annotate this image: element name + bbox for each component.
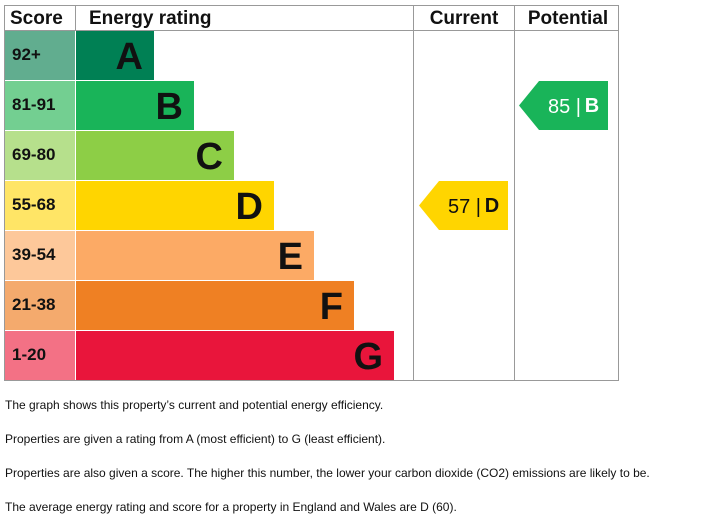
current-rating-score-label: 57 | bbox=[448, 196, 481, 218]
score-cell-c bbox=[5, 131, 75, 180]
rating-letter-b: B bbox=[156, 86, 183, 128]
score-cell-d bbox=[5, 181, 75, 230]
score-range-f: 21-38 bbox=[12, 295, 55, 314]
potential-rating-arrow bbox=[519, 81, 608, 130]
score-cell-g bbox=[5, 331, 75, 380]
rating-bar-g bbox=[76, 331, 394, 380]
score-range-e: 39-54 bbox=[12, 245, 56, 264]
header-energy-rating: Energy rating bbox=[89, 8, 211, 29]
rating-bar-a bbox=[76, 31, 154, 80]
note-text: Properties are given a rating from A (mo… bbox=[5, 432, 386, 446]
note-text: The graph shows this property’s current … bbox=[5, 398, 384, 412]
note-text: Properties are also given a score. The h… bbox=[5, 466, 650, 480]
rating-bar-e bbox=[76, 231, 314, 280]
rating-letter-d: D bbox=[236, 186, 263, 228]
header-score: Score bbox=[10, 8, 63, 29]
header-potential: Potential bbox=[528, 8, 608, 29]
score-range-a: 92+ bbox=[12, 45, 41, 64]
score-cell-e bbox=[5, 231, 75, 280]
explanation-notes: The graph shows this property’s current … bbox=[5, 398, 709, 514]
rating-letter-g: G bbox=[353, 336, 383, 378]
score-range-g: 1-20 bbox=[12, 345, 46, 364]
potential-rating-letter-label: B bbox=[585, 95, 599, 117]
potential-rating-score-label: 85 | bbox=[548, 96, 581, 118]
score-range-b: 81-91 bbox=[12, 95, 55, 114]
rating-bar-d bbox=[76, 181, 274, 230]
score-cell-f bbox=[5, 281, 75, 330]
current-rating-arrow bbox=[419, 181, 508, 230]
header-current: Current bbox=[430, 8, 499, 29]
energy-rating-chart: Score Energy rating Current Potential 92… bbox=[4, 5, 619, 381]
note-text: The average energy rating and score for … bbox=[5, 500, 457, 514]
rating-bar-f bbox=[76, 281, 354, 330]
score-cell-a bbox=[5, 31, 75, 80]
current-rating-letter-label: D bbox=[485, 195, 499, 217]
rating-letter-a: A bbox=[116, 36, 143, 78]
rating-bar-c bbox=[76, 131, 234, 180]
rating-letter-c: C bbox=[196, 136, 223, 178]
score-cell-b bbox=[5, 81, 75, 130]
score-range-d: 55-68 bbox=[12, 195, 55, 214]
rating-bar-b bbox=[76, 81, 194, 130]
rating-arrows: 57 | D 85 | B bbox=[419, 81, 608, 230]
rating-letter-e: E bbox=[278, 236, 303, 278]
rating-bands: 92+ A 81-91 B 69-80 C 55-68 D 39-54 E 21-38 F 1-20 G bbox=[5, 31, 394, 380]
score-range-c: 69-80 bbox=[12, 145, 55, 164]
rating-letter-f: F bbox=[320, 286, 343, 328]
chart-grid bbox=[4, 5, 619, 381]
